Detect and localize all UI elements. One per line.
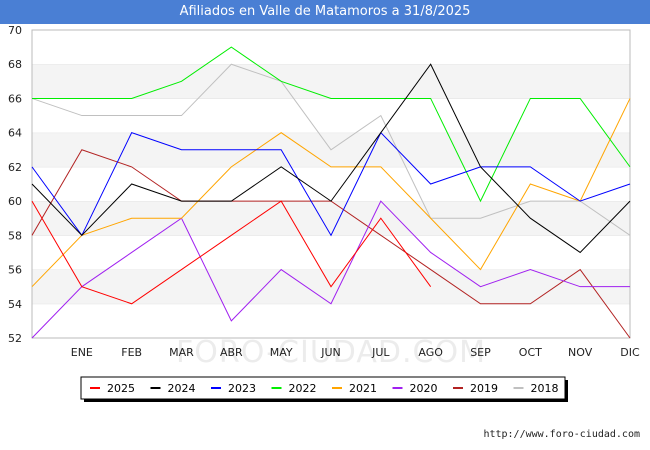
y-tick-label: 66 <box>8 92 22 105</box>
x-tick-label: MAY <box>270 346 293 359</box>
y-tick-label: 56 <box>8 264 22 277</box>
legend-label-2019: 2019 <box>470 382 498 395</box>
series-lines <box>31 46 631 339</box>
y-tick-label: 64 <box>8 127 22 140</box>
y-axis: 52 54 56 58 60 62 64 66 68 70 <box>8 24 22 345</box>
legend-label-2021: 2021 <box>349 382 377 395</box>
x-tick-label: DIC <box>620 346 640 359</box>
legend-label-2018: 2018 <box>531 382 559 395</box>
x-tick-label: FEB <box>121 346 142 359</box>
y-tick-label: 52 <box>8 332 22 345</box>
grid-band <box>32 64 630 99</box>
y-tick-label: 58 <box>8 229 22 242</box>
legend-label-2022: 2022 <box>289 382 317 395</box>
x-tick-label: ENE <box>71 346 93 359</box>
legend-label-2025: 2025 <box>107 382 135 395</box>
grid-band <box>32 166 630 202</box>
y-tick-label: 62 <box>8 161 22 174</box>
y-tick-label: 54 <box>8 298 22 311</box>
x-tick-label: SEP <box>470 346 491 359</box>
legend-label-2020: 2020 <box>410 382 438 395</box>
series-line-2024 <box>31 63 631 254</box>
x-tick-label: MAR <box>169 346 194 359</box>
watermark: FORO-CIUDAD.COM <box>176 335 486 370</box>
x-tick-label: ABR <box>220 346 243 359</box>
grid-band <box>32 201 630 236</box>
source-url: http://www.foro-ciudad.com <box>483 429 640 440</box>
chart-title: Afiliados en Valle de Matamoros a 31/8/2… <box>0 0 650 24</box>
x-axis: ENE FEB MAR ABR MAY JUN JUL AGO SEP OCT NOV DIC <box>71 346 640 359</box>
grid-bands <box>32 29 630 338</box>
series-line-2022 <box>32 46 631 203</box>
grid-band <box>32 235 630 270</box>
series-line-2020 <box>31 200 630 339</box>
y-tick-label: 68 <box>8 58 22 71</box>
legend: 2025 2024 2023 2022 2021 2020 2019 2018 <box>80 376 568 402</box>
x-tick-label: JUL <box>371 346 390 359</box>
grid-band <box>32 30 630 65</box>
series-line-2018 <box>31 63 631 236</box>
legend-label-2023: 2023 <box>228 382 256 395</box>
series-line-2025 <box>31 200 432 305</box>
series-line-2023 <box>31 131 631 237</box>
legend-label-2024: 2024 <box>168 382 196 395</box>
x-tick-label: OCT <box>519 346 542 359</box>
series-line-2021 <box>31 98 631 288</box>
y-tick-label: 60 <box>8 195 22 208</box>
x-tick-label: NOV <box>568 346 593 359</box>
grid-band <box>32 303 630 338</box>
x-tick-label: AGO <box>418 346 443 359</box>
y-tick-label: 70 <box>8 24 22 37</box>
x-tick-label: JUN <box>320 346 341 359</box>
legend-box <box>80 376 566 400</box>
